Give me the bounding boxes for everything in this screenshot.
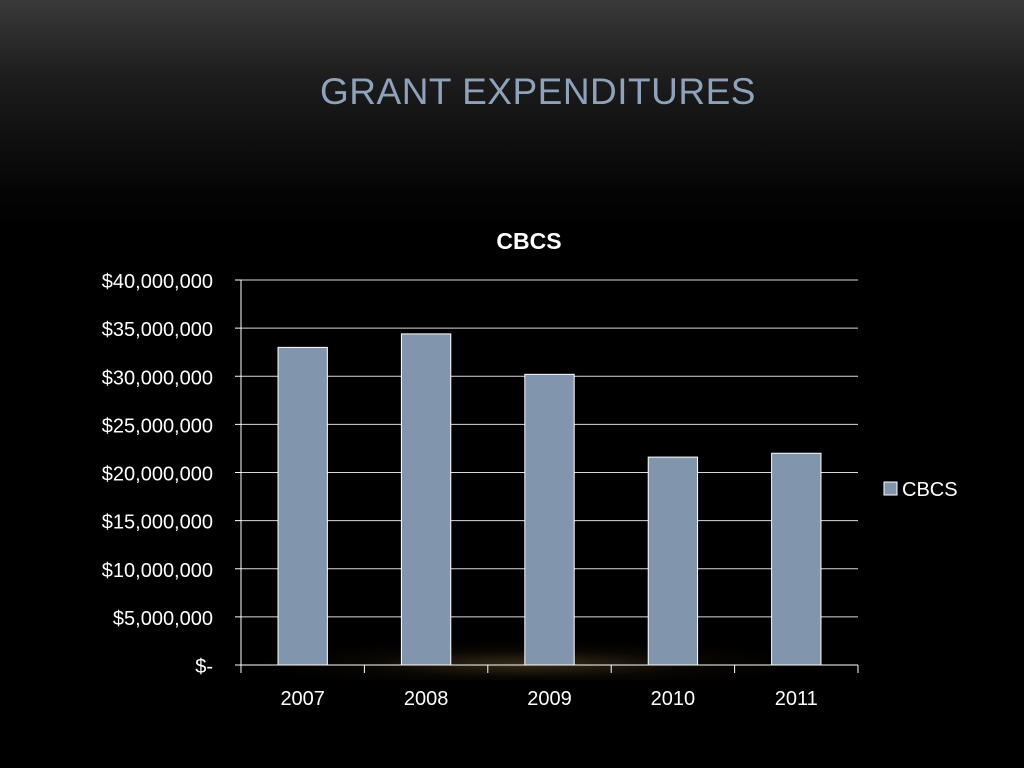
y-tick-label: $- [195,656,213,678]
legend: CBCS [883,479,958,501]
bar [647,456,699,666]
bar [400,333,452,666]
x-tick-label: 2009 [527,688,572,710]
y-tick-label: $5,000,000 [113,608,213,630]
bar [277,346,328,666]
y-tick-label: $35,000,000 [102,319,213,341]
bar [771,452,822,666]
y-tick-label: $30,000,000 [102,367,213,389]
y-tick-label: $15,000,000 [102,512,213,534]
axes: $- $5,000,000 $10,000,000 $15,000,000 $20,00… [102,271,859,710]
chart-title: CBCS [496,228,561,254]
legend-label: CBCS [902,479,958,501]
y-tick-label: $10,000,000 [102,560,213,582]
y-tick-label: $25,000,000 [102,415,213,437]
y-tick-label: $40,000,000 [102,271,213,293]
x-tick-label: 2011 [775,688,818,710]
x-tick-label: 2007 [280,688,325,710]
x-tick-label: 2008 [404,688,449,710]
x-tick-label: 2010 [651,688,696,710]
legend-swatch [883,481,898,496]
bars [277,333,822,666]
y-tick-label: $20,000,000 [102,464,213,486]
slide-title: GRANT EXPENDITURES [320,71,756,112]
bar [524,373,575,666]
